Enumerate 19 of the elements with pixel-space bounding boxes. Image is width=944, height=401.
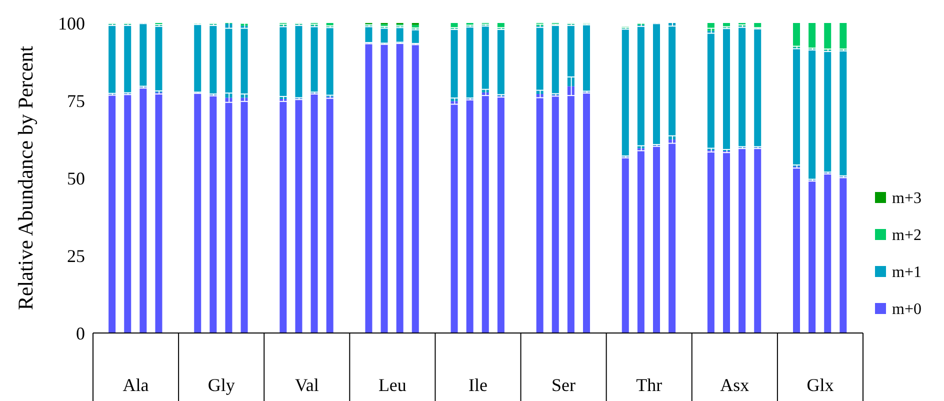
y-tick-label: 0 bbox=[76, 323, 85, 344]
x-tick-label: Ser bbox=[552, 375, 576, 395]
x-tick-label: Thr bbox=[636, 375, 662, 395]
x-tick-label: Asx bbox=[720, 375, 750, 395]
x-tick-label: Leu bbox=[378, 375, 406, 395]
legend-label: m+3 bbox=[892, 190, 922, 207]
y-axis-title: Relative Abundance by Percent bbox=[14, 46, 38, 310]
x-tick-label: Ile bbox=[468, 375, 488, 395]
x-tick-label: Val bbox=[294, 375, 319, 395]
legend-label: m+2 bbox=[892, 227, 922, 244]
y-tick-label: 25 bbox=[67, 246, 85, 266]
y-tick-label: 50 bbox=[67, 168, 85, 188]
x-tick-label: Glx bbox=[806, 375, 834, 395]
y-tick-label: 75 bbox=[67, 90, 85, 111]
legend-label: m+1 bbox=[892, 264, 922, 281]
x-tick-label: Ala bbox=[122, 375, 149, 395]
y-tick-label: 100 bbox=[58, 13, 85, 34]
x-tick-label: Gly bbox=[208, 375, 235, 395]
legend-label: m+0 bbox=[892, 301, 922, 318]
